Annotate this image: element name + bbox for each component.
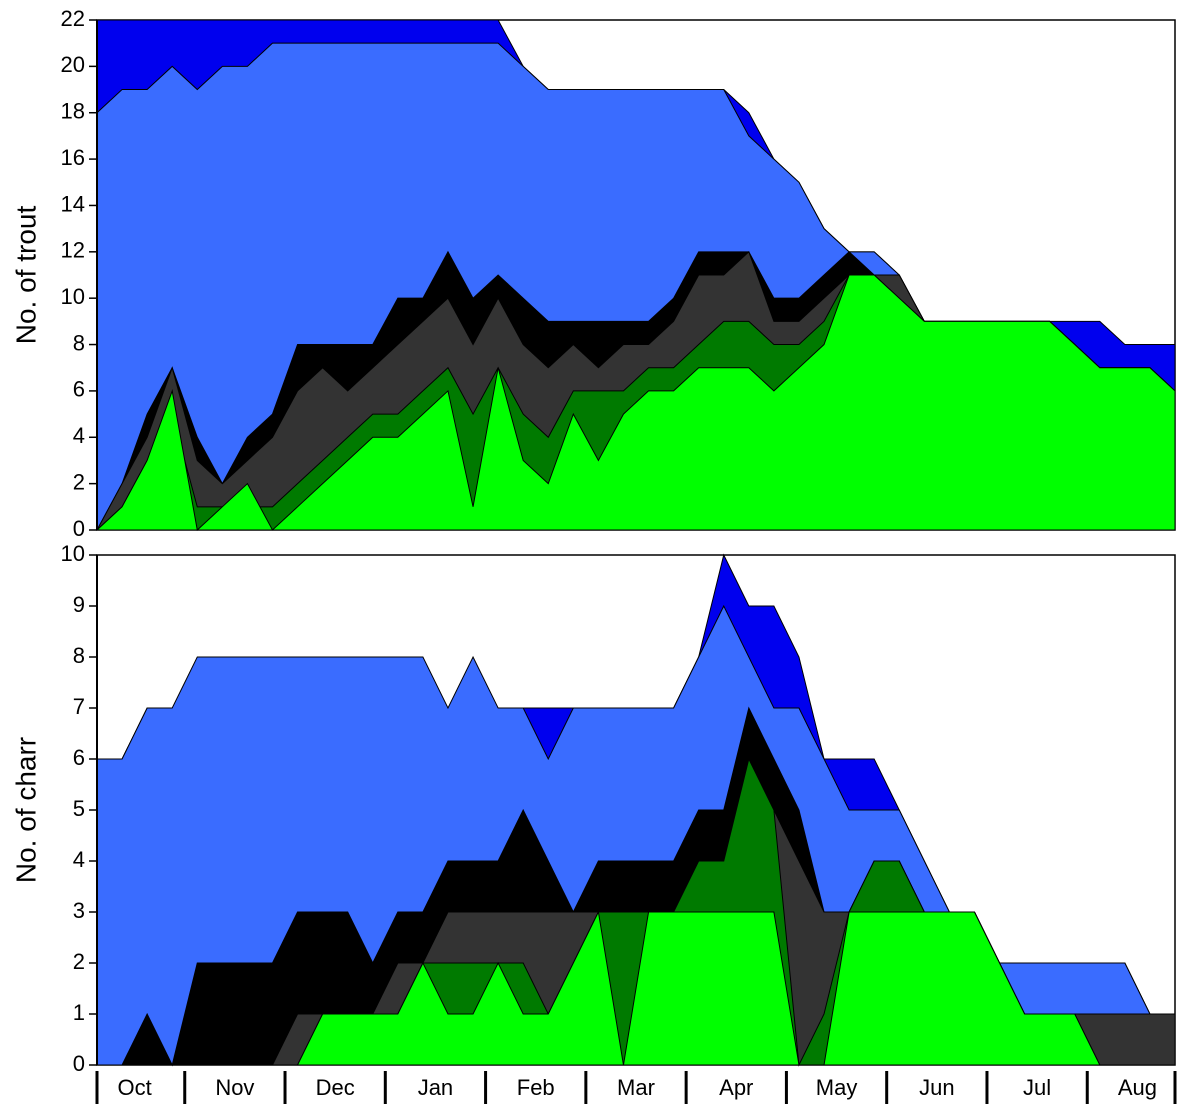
y-tick-label: 4 <box>73 847 85 872</box>
y-tick-label: 12 <box>61 238 85 263</box>
y-tick-label: 6 <box>73 745 85 770</box>
y-axis-label: No. of charr <box>10 737 41 883</box>
y-tick-label: 7 <box>73 694 85 719</box>
y-tick-label: 2 <box>73 469 85 494</box>
x-tick-label: Mar <box>617 1075 655 1100</box>
y-tick-label: 0 <box>73 1051 85 1076</box>
y-tick-label: 4 <box>73 423 85 448</box>
x-tick-label: Dec <box>316 1075 355 1100</box>
y-tick-label: 18 <box>61 99 85 124</box>
x-tick-label: Feb <box>517 1075 555 1100</box>
x-tick-label: Jan <box>418 1075 453 1100</box>
y-tick-label: 8 <box>73 330 85 355</box>
x-tick-label: Jul <box>1023 1075 1051 1100</box>
x-tick-label: May <box>816 1075 858 1100</box>
y-tick-label: 9 <box>73 592 85 617</box>
y-tick-label: 1 <box>73 1000 85 1025</box>
y-tick-label: 22 <box>61 6 85 31</box>
x-tick-label: Nov <box>215 1075 254 1100</box>
x-tick-label: Oct <box>117 1075 151 1100</box>
x-tick-label: Jun <box>919 1075 954 1100</box>
x-tick-label: Apr <box>719 1075 753 1100</box>
y-tick-label: 8 <box>73 643 85 668</box>
y-tick-label: 2 <box>73 949 85 974</box>
y-tick-label: 5 <box>73 796 85 821</box>
y-axis-label: No. of trout <box>10 206 41 345</box>
y-tick-label: 0 <box>73 516 85 541</box>
y-tick-label: 14 <box>61 191 85 216</box>
y-tick-label: 16 <box>61 145 85 170</box>
y-tick-label: 20 <box>61 52 85 77</box>
x-tick-label: Aug <box>1118 1075 1157 1100</box>
y-tick-label: 3 <box>73 898 85 923</box>
y-tick-label: 10 <box>61 284 85 309</box>
y-tick-label: 6 <box>73 377 85 402</box>
y-tick-label: 10 <box>61 541 85 566</box>
area <box>97 910 1175 1066</box>
area <box>95 274 1176 531</box>
